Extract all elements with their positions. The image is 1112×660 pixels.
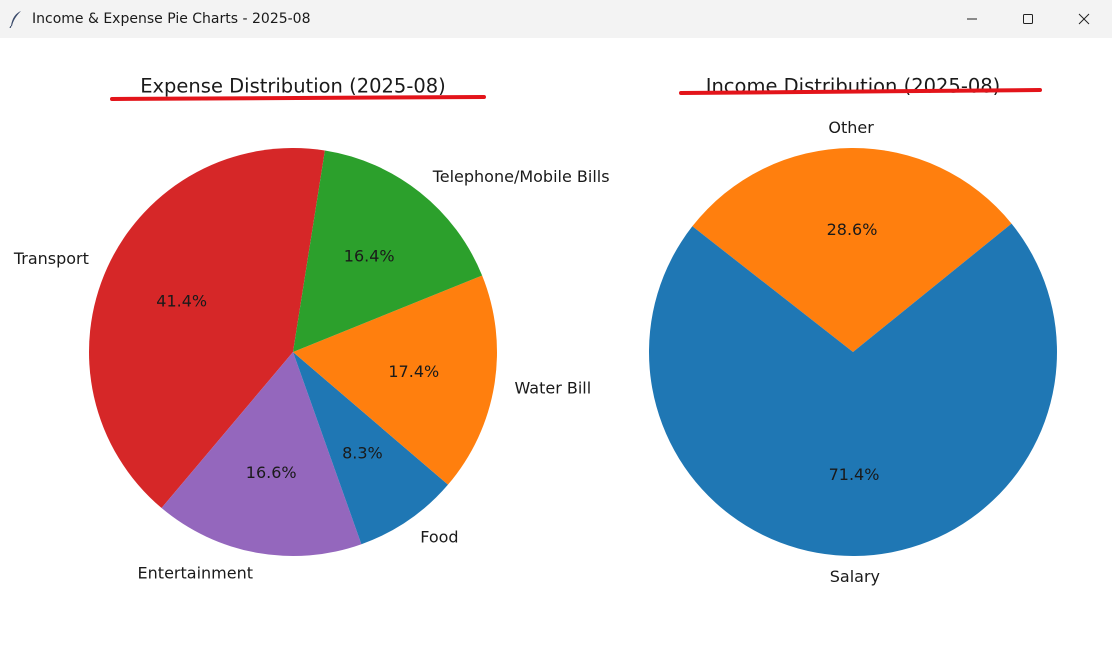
pie-slice-entertainment bbox=[161, 352, 362, 556]
window-titlebar: Income & Expense Pie Charts - 2025-08 bbox=[0, 0, 1112, 38]
expense-pie-chart: 41.4% Transport 16.6% Entertainment 8.3% Food… bbox=[13, 75, 610, 583]
chart-title: Expense Distribution (2025-08) bbox=[140, 75, 446, 98]
pie-slice-other bbox=[692, 147, 1012, 352]
pct-label-food: 8.3% bbox=[342, 443, 383, 462]
pct-label-water-bill: 17.4% bbox=[388, 362, 439, 381]
pie-slice-water-bill bbox=[293, 275, 498, 485]
category-label-salary: Salary bbox=[830, 567, 880, 586]
pie-slice-transport bbox=[88, 147, 325, 509]
category-label-telephone-mobile-bills: Telephone/Mobile Bills bbox=[432, 167, 610, 186]
pct-label-salary: 71.4% bbox=[829, 465, 880, 484]
pie-slice-telephone-mobile-bills bbox=[293, 150, 483, 352]
pie-slice-salary bbox=[648, 223, 1057, 556]
title-underline-annotation bbox=[110, 95, 486, 101]
pie-slice-food bbox=[293, 352, 448, 545]
window-controls bbox=[944, 0, 1112, 38]
maximize-button[interactable] bbox=[1000, 0, 1056, 38]
pct-label-other: 28.6% bbox=[827, 220, 878, 239]
minimize-button[interactable] bbox=[944, 0, 1000, 38]
close-button[interactable] bbox=[1056, 0, 1112, 38]
figure-canvas: 41.4% Transport 16.6% Entertainment 8.3% Food… bbox=[13, 75, 1057, 586]
pct-label-telephone-mobile-bills: 16.4% bbox=[344, 247, 395, 266]
pct-label-entertainment: 16.6% bbox=[246, 463, 297, 482]
category-label-transport: Transport bbox=[13, 249, 89, 268]
category-label-food: Food bbox=[420, 527, 458, 546]
maximize-icon bbox=[1023, 14, 1033, 24]
category-label-water-bill: Water Bill bbox=[515, 379, 592, 398]
category-label-other: Other bbox=[828, 118, 874, 137]
minimize-icon bbox=[967, 18, 977, 20]
feather-icon bbox=[9, 11, 21, 28]
title-underline-annotation bbox=[679, 88, 1042, 95]
category-label-entertainment: Entertainment bbox=[138, 563, 253, 582]
close-icon bbox=[1078, 13, 1090, 25]
pct-label-transport: 41.4% bbox=[156, 292, 207, 311]
window-title: Income & Expense Pie Charts - 2025-08 bbox=[32, 11, 311, 27]
